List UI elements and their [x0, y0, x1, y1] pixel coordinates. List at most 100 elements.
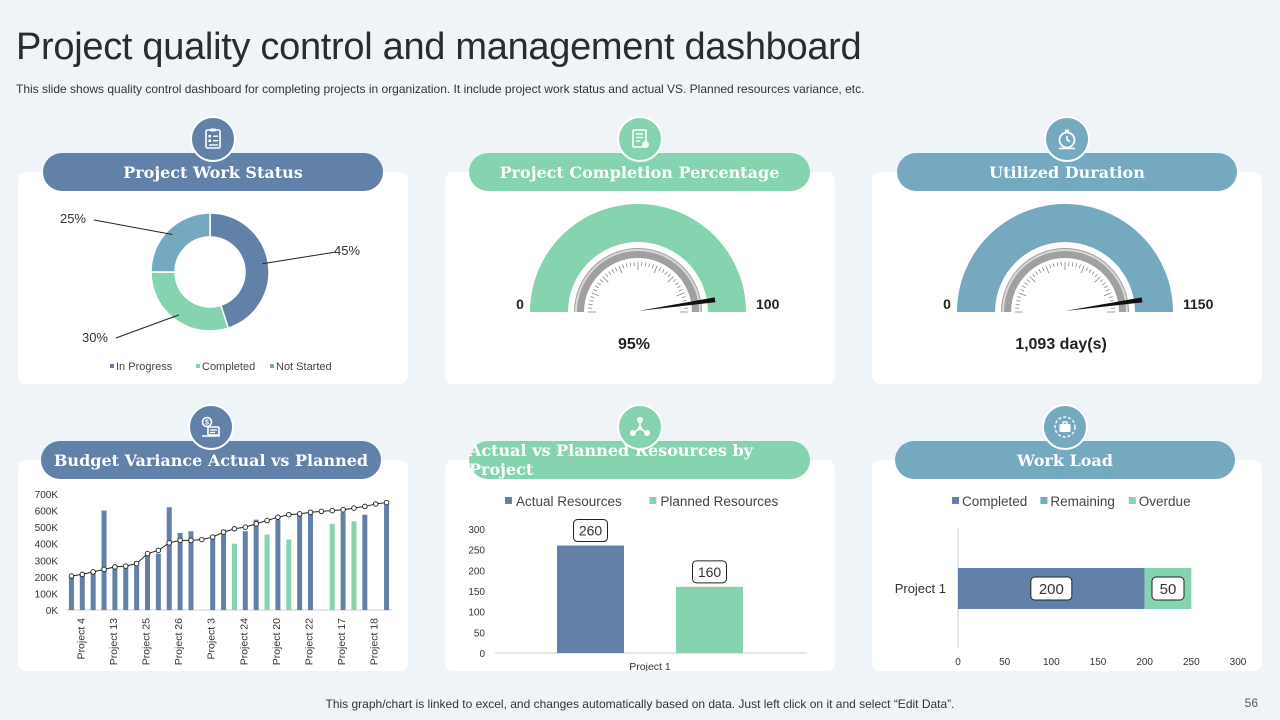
data-label-box [1030, 576, 1073, 601]
x-tick-label: 100 [1043, 657, 1060, 668]
gauge-tick [1026, 279, 1031, 283]
gauge-max-label: 100 [756, 296, 780, 312]
gauge-tick [614, 267, 618, 272]
budget-trend-point [112, 564, 118, 570]
budget-trend-point [307, 509, 314, 515]
page-number: 56 [1244, 696, 1258, 710]
duration-gauge[interactable]: 0 1150 1,093 day(s) [872, 172, 1262, 384]
data-label: 260 [579, 523, 603, 539]
y-tick-label: 250 [468, 546, 485, 557]
gauge-tick [677, 285, 681, 289]
budget-trend-point [296, 511, 303, 517]
gauge-tick [1109, 299, 1114, 302]
resources-chart[interactable]: Actual Resources Planned Resources 0 50 100 1… [445, 460, 835, 673]
budget-bar [264, 534, 270, 610]
document-checklist-icon [617, 116, 663, 162]
gauge-needle [638, 297, 716, 311]
x-tick-label: 300 [1230, 657, 1247, 668]
budget-trend-point [209, 534, 216, 540]
gauge-tick [611, 269, 615, 273]
budget-bar [275, 519, 281, 610]
gauge-band [957, 204, 1173, 312]
budget-variance-chart[interactable]: 0K 100K 200K 300K 400K 500K 600K 700K Project 4 P… [18, 460, 408, 671]
gauge-tick [672, 279, 677, 283]
y-tick-label: 200 [468, 566, 485, 577]
budget-bar [297, 514, 303, 610]
gauge-tick [602, 276, 609, 283]
x-tick-label: Project 25 [141, 618, 153, 665]
budget-card: 0K 100K 200K 300K 400K 500K 600K 700K Project 4 P… [18, 460, 408, 671]
budget-bar [145, 552, 150, 610]
budget-bar [101, 510, 107, 610]
budget-trend-point [188, 537, 194, 544]
budget-bar [340, 512, 346, 610]
gauge-tick [1020, 288, 1025, 292]
y-tick-label: 150 [468, 587, 485, 598]
x-tick-label: Project 20 [271, 618, 283, 665]
budget-trend-point [340, 506, 346, 513]
budget-bar [188, 531, 194, 610]
category-label: Project 1 [895, 581, 946, 596]
workload-card: Completed Remaining Overdue 0 50 100 150 200 250… [872, 460, 1262, 671]
budget-bar [68, 575, 74, 610]
legend-label: In Progress [116, 361, 173, 373]
gauge-tick [1032, 273, 1036, 278]
resource-bar [557, 545, 624, 653]
gauge-tick [608, 271, 612, 276]
budget-bar [112, 567, 118, 610]
gauge-tick [681, 296, 686, 299]
work-status-donut-chart[interactable]: 45% 30% 25% In Progress Completed Not Started [18, 172, 408, 384]
budget-bar [134, 561, 140, 610]
category-label: Project 1 [629, 661, 671, 671]
legend-label: Overdue [1139, 494, 1191, 509]
gauge-tick [667, 273, 671, 278]
gauge-tick [593, 288, 598, 292]
budget-trend-point [90, 569, 96, 575]
gauge-tick [1088, 269, 1092, 273]
budget-trend-point [101, 566, 107, 573]
work-status-card: 45% 30% 25% In Progress Completed Not Started [18, 172, 408, 384]
budget-trend-point [286, 511, 292, 518]
gauge-tick [661, 269, 665, 273]
completion-card: 0 100 95% [445, 172, 835, 384]
legend-swatch [505, 497, 512, 504]
x-tick-label: Project 13 [108, 618, 120, 665]
gauge-tick [1024, 282, 1029, 286]
budget-trend-point [79, 571, 86, 578]
legend-swatch [1040, 497, 1048, 504]
gauge-tick [605, 273, 609, 278]
gauge-tick [676, 292, 685, 297]
budget-trend-point [231, 526, 238, 532]
budget-trend-point [155, 547, 162, 554]
donut-slice-not-started [150, 212, 211, 273]
page-title: Project quality control and management d… [16, 26, 862, 68]
budget-trend-point [123, 563, 129, 569]
gauge-tick [1099, 279, 1104, 283]
page-subtitle: This slide shows quality control dashboa… [16, 82, 865, 96]
legend-swatch [270, 364, 274, 368]
legend-label: Completed [962, 494, 1027, 509]
gauge-tick [1103, 292, 1112, 297]
workload-chart[interactable]: Completed Remaining Overdue 0 50 100 150 200 250… [872, 460, 1262, 671]
gauge-tick [599, 279, 604, 283]
x-tick-label: Project 3 [206, 618, 218, 660]
y-tick-label: 400K [35, 540, 59, 551]
gauge-tick [1101, 282, 1106, 286]
gauge-tick [1094, 273, 1098, 278]
duration-title: Utilized Duration [989, 162, 1145, 182]
legend-swatch [649, 497, 657, 504]
gauge-tick [629, 262, 632, 267]
data-label: 50 [1160, 581, 1177, 598]
gauge-tick [651, 264, 654, 269]
legend-swatch [196, 364, 200, 368]
data-label-box [1151, 576, 1185, 601]
gauge-tick [1016, 299, 1021, 302]
resources-card: Actual Resources Planned Resources 0 50 100 1… [445, 460, 835, 673]
budget-trend-point [199, 536, 205, 543]
donut-slice-completed [150, 271, 230, 332]
footer-note: This graph/chart is linked to excel, and… [325, 697, 955, 711]
legend-swatch [1128, 497, 1136, 504]
legend-label: Planned Resources [660, 494, 778, 509]
completion-gauge[interactable]: 0 100 95% [445, 172, 835, 384]
gauge-tick [644, 262, 647, 267]
